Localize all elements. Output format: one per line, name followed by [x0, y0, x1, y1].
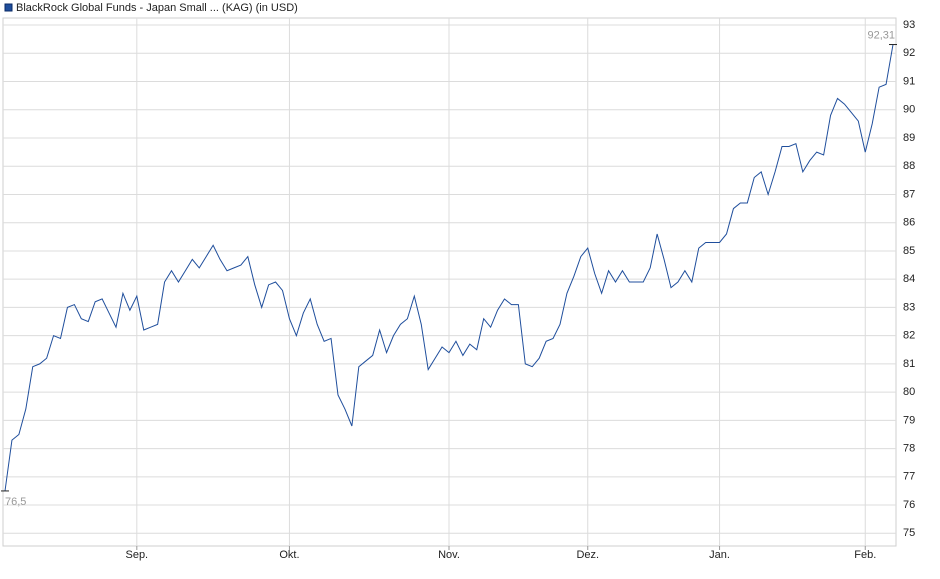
- legend-label: BlackRock Global Funds - Japan Small ...…: [16, 2, 298, 14]
- x-tick-label: Jan.: [709, 549, 730, 561]
- y-tick-label: 80: [903, 386, 915, 398]
- x-tick-label: Feb.: [854, 549, 876, 561]
- y-tick-label: 92: [903, 47, 915, 59]
- value-label: 92,31: [867, 29, 895, 41]
- legend-swatch: [4, 3, 13, 12]
- y-tick-label: 87: [903, 188, 915, 200]
- y-tick-label: 85: [903, 245, 915, 257]
- x-tick-label: Sep.: [125, 549, 148, 561]
- y-tick-label: 83: [903, 301, 915, 313]
- series-line: [4, 44, 894, 492]
- y-tick-label: 76: [903, 499, 915, 511]
- y-tick-label: 88: [903, 160, 915, 172]
- y-tick-label: 84: [903, 273, 915, 285]
- y-tick-label: 89: [903, 132, 915, 144]
- y-tick-label: 81: [903, 358, 915, 370]
- x-tick-label: Okt.: [279, 549, 299, 561]
- y-tick-label: 93: [903, 19, 915, 31]
- y-tick-label: 79: [903, 414, 915, 426]
- value-label: 76,5: [5, 496, 26, 508]
- y-tick-label: 75: [903, 527, 915, 539]
- x-tick-label: Dez.: [576, 549, 599, 561]
- y-tick-label: 77: [903, 471, 915, 483]
- y-tick-label: 90: [903, 104, 915, 116]
- y-tick-label: 82: [903, 330, 915, 342]
- y-tick-label: 91: [903, 75, 915, 87]
- y-tick-label: 78: [903, 442, 915, 454]
- y-tick-label: 86: [903, 217, 915, 229]
- x-tick-label: Nov.: [438, 549, 460, 561]
